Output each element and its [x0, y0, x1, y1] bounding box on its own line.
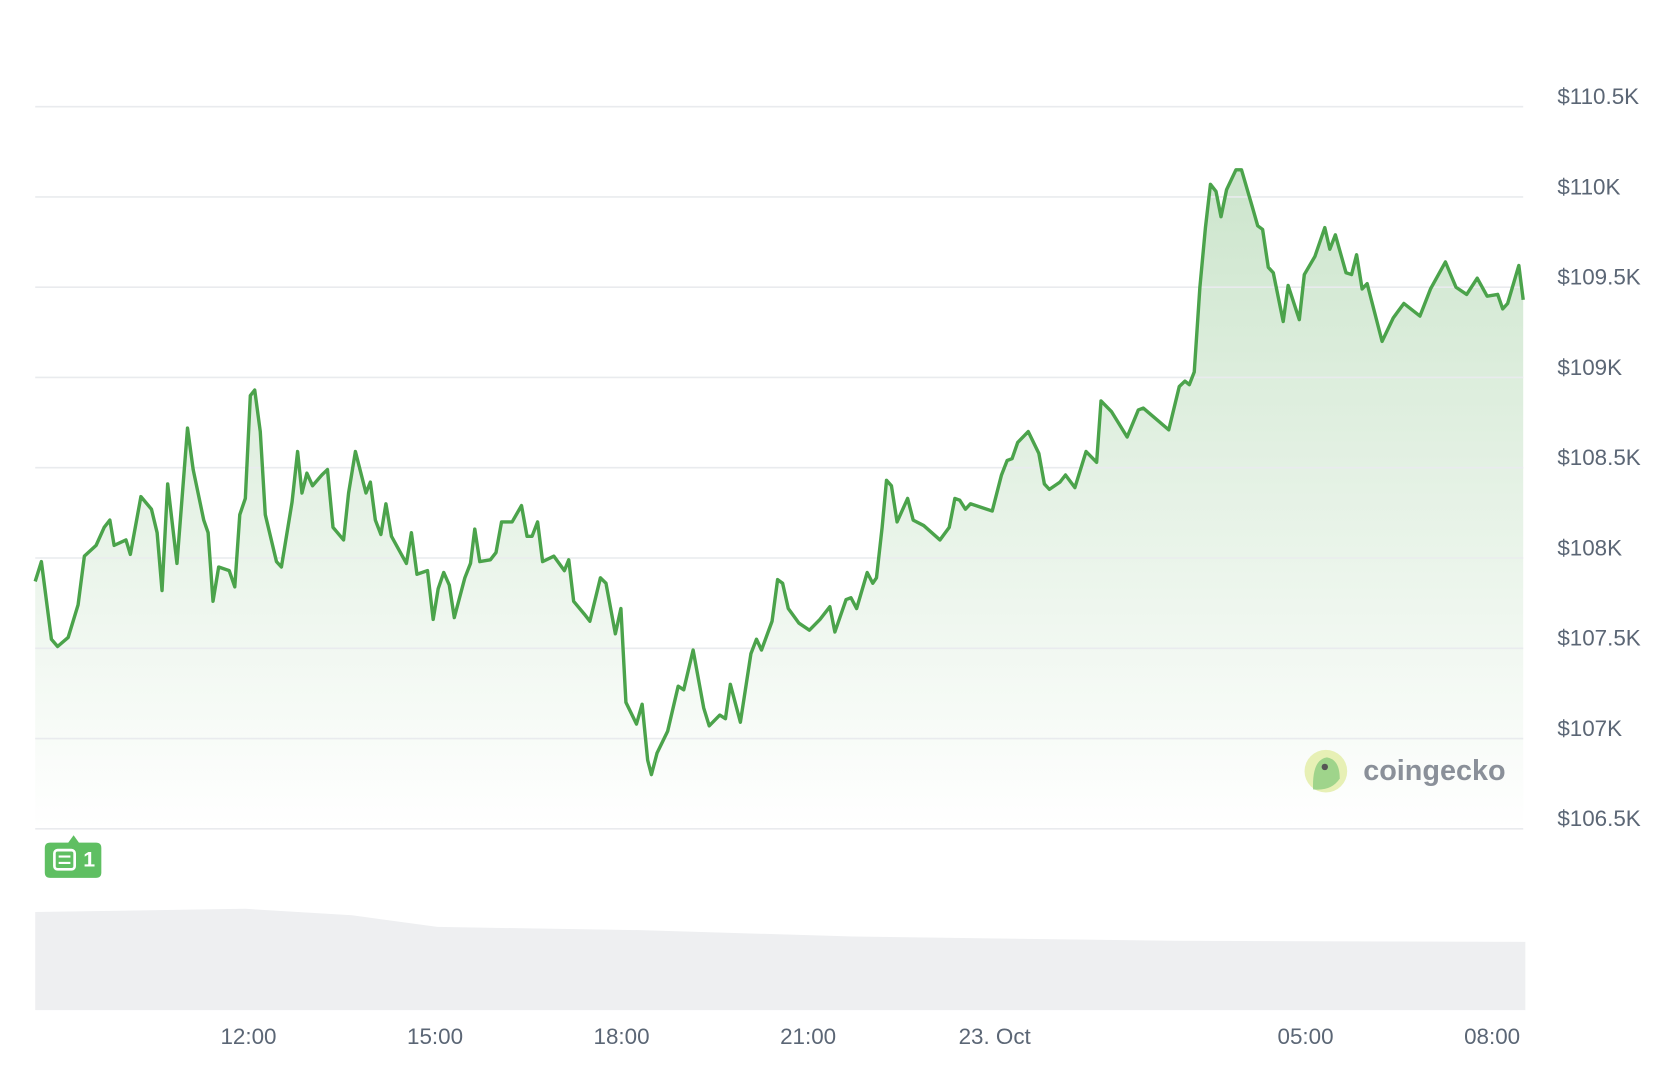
y-tick-label: $106.5K: [1557, 806, 1640, 831]
x-tick-label: 05:00: [1278, 1024, 1334, 1049]
x-tick-label: 18:00: [594, 1024, 650, 1049]
watermark-logo-body: [1312, 757, 1340, 790]
y-tick-label: $110K: [1557, 174, 1620, 199]
x-tick-label: 08:00: [1464, 1024, 1520, 1049]
news-count: 1: [83, 847, 95, 871]
y-tick-label: $109K: [1557, 355, 1622, 380]
x-tick-label: 12:00: [220, 1024, 276, 1049]
y-tick-label: $108.5K: [1557, 445, 1640, 470]
x-tick-label: 23. Oct: [959, 1024, 1032, 1049]
y-tick-label: $107.5K: [1557, 626, 1640, 651]
watermark-text: coingecko: [1363, 755, 1505, 787]
x-tick-label: 21:00: [780, 1024, 836, 1049]
y-tick-label: $110.5K: [1557, 84, 1639, 109]
news-badge[interactable]: 1: [44, 835, 102, 878]
x-tick-label: 15:00: [407, 1024, 463, 1049]
watermark: coingecko: [1304, 749, 1506, 793]
y-tick-label: $108K: [1557, 535, 1622, 560]
badge-shape: [44, 835, 102, 878]
price-area: [35, 169, 1524, 829]
y-tick-label: $107K: [1557, 716, 1622, 741]
volume-area: [35, 908, 1526, 1011]
news-icon: [53, 848, 76, 871]
watermark-logo-eye: [1321, 763, 1328, 771]
y-tick-label: $109.5K: [1557, 265, 1640, 290]
price-line: [33, 168, 1525, 777]
